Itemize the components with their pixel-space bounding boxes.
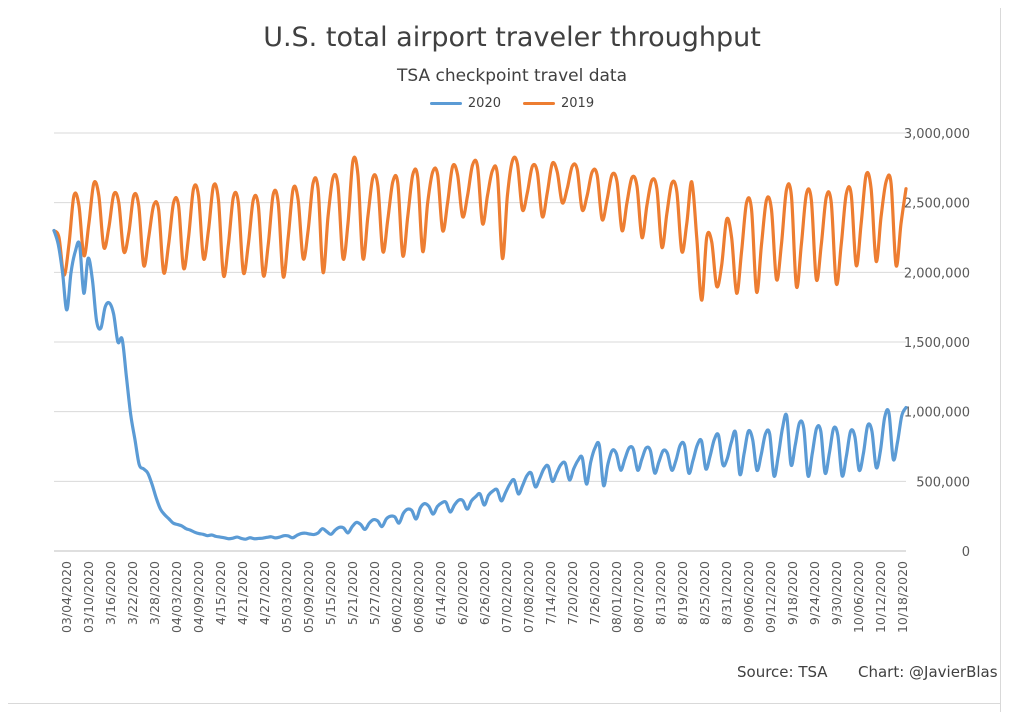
x-tick-label: 8/25/2020 xyxy=(697,561,712,625)
x-tick-label: 4/27/2020 xyxy=(257,561,272,625)
x-tick-label: 9/18/2020 xyxy=(785,561,800,625)
line-chart: 0 500,000 1,000,000 1,500,000 2,000,000 2,500… xyxy=(52,127,970,633)
x-tick-label: 5/15/2020 xyxy=(323,561,338,625)
y-tick-label: 0 xyxy=(962,545,970,560)
legend-swatch-2020 xyxy=(429,102,462,105)
frame-border-right xyxy=(1000,8,1001,712)
x-tick-label: 3/16/2020 xyxy=(103,561,118,625)
source-note: Source: TSA xyxy=(737,663,828,681)
x-tick-label: 6/14/2020 xyxy=(433,561,448,625)
x-tick-label: 7/26/2020 xyxy=(587,561,602,625)
y-tick-label: 1,500,000 xyxy=(904,336,970,351)
legend-label-2020: 2020 xyxy=(467,96,501,111)
x-tick-label: 07/08/2020 xyxy=(521,561,536,633)
legend-label-2019: 2019 xyxy=(561,96,595,111)
x-tick-label: 6/20/2020 xyxy=(455,561,470,625)
x-tick-label: 07/02/2020 xyxy=(499,561,514,633)
legend-item-2019: 2019 xyxy=(523,96,594,111)
series-line-2019 xyxy=(52,155,908,302)
legend: 2020 2019 xyxy=(0,96,1024,111)
x-tick-label: 04/03/2020 xyxy=(169,561,184,633)
x-tick-label: 4/15/2020 xyxy=(213,561,228,625)
x-tick-label: 04/09/2020 xyxy=(191,561,206,633)
chart-credit: Chart: @JavierBlas xyxy=(858,663,998,681)
x-tick-label: 5/27/2020 xyxy=(367,561,382,625)
x-tick-label: 05/09/2020 xyxy=(301,561,316,633)
x-tick-label: 4/21/2020 xyxy=(235,561,250,625)
x-tick-label: 8/31/2020 xyxy=(719,561,734,625)
x-tick-label: 09/12/2020 xyxy=(763,561,778,633)
x-tick-label: 03/04/2020 xyxy=(59,561,74,633)
y-tick-label: 2,000,000 xyxy=(904,266,970,281)
x-tick-label: 08/01/2020 xyxy=(609,561,624,633)
x-tick-label: 06/02/2020 xyxy=(389,561,404,633)
x-tick-label: 3/28/2020 xyxy=(147,561,162,625)
y-tick-label: 1,000,000 xyxy=(904,406,970,421)
x-tick-label: 8/19/2020 xyxy=(675,561,690,625)
x-tick-label: 08/07/2020 xyxy=(631,561,646,633)
legend-item-2020: 2020 xyxy=(429,96,501,111)
frame-border-bottom xyxy=(8,703,1001,704)
x-tick-label: 10/06/2020 xyxy=(851,561,866,633)
chart-subtitle: TSA checkpoint travel data xyxy=(396,66,628,86)
x-tick-label: 5/21/2020 xyxy=(345,561,360,625)
x-tick-label: 05/03/2020 xyxy=(279,561,294,633)
x-tick-label: 8/13/2020 xyxy=(653,561,668,625)
x-tick-label: 7/14/2020 xyxy=(543,561,558,625)
x-tick-label: 6/26/2020 xyxy=(477,561,492,625)
x-tick-label: 06/08/2020 xyxy=(411,561,426,633)
legend-swatch-2019 xyxy=(523,102,555,105)
y-tick-label: 3,000,000 xyxy=(904,127,970,142)
x-tick-label: 9/24/2020 xyxy=(807,561,822,625)
series-line-2020 xyxy=(52,228,908,541)
x-tick-label: 10/18/2020 xyxy=(895,561,910,633)
x-tick-label: 03/10/2020 xyxy=(81,561,96,633)
chart-title: U.S. total airport traveler throughput xyxy=(263,22,761,53)
y-tick-label: 2,500,000 xyxy=(904,197,970,212)
x-tick-label: 10/12/2020 xyxy=(873,561,888,633)
y-tick-label: 500,000 xyxy=(916,475,970,490)
x-tick-label: 7/20/2020 xyxy=(565,561,580,625)
x-tick-label: 9/30/2020 xyxy=(829,561,844,625)
x-tick-label: 3/22/2020 xyxy=(125,561,140,625)
x-tick-label: 09/06/2020 xyxy=(741,561,756,633)
